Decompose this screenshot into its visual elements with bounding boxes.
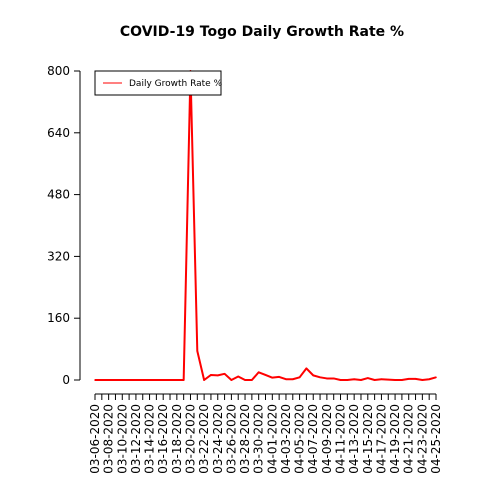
data-point xyxy=(257,371,260,374)
x-tick-label: 03-30-2020 xyxy=(252,404,266,474)
data-point xyxy=(305,367,308,370)
data-point xyxy=(182,379,185,381)
data-point xyxy=(162,379,164,381)
data-point xyxy=(360,379,362,381)
x-tick-label: 03-12-2020 xyxy=(129,404,143,474)
data-point xyxy=(148,379,151,381)
data-point xyxy=(414,378,417,380)
data-point xyxy=(237,375,240,378)
data-point xyxy=(312,374,315,377)
x-tick-label: 03-26-2020 xyxy=(224,404,238,474)
x-tick-label: 04-03-2020 xyxy=(279,404,293,474)
x-tick-label: 04-01-2020 xyxy=(265,404,279,474)
data-point xyxy=(114,379,117,381)
x-tick-label: 04-13-2020 xyxy=(347,404,361,474)
data-point xyxy=(428,378,430,381)
x-tick-label: 03-10-2020 xyxy=(115,404,129,474)
data-point xyxy=(401,379,403,381)
x-tick-label: 04-17-2020 xyxy=(374,404,388,474)
x-tick-label: 03-22-2020 xyxy=(197,404,211,474)
chart-title: COVID-19 Togo Daily Growth Rate % xyxy=(120,24,404,40)
data-point xyxy=(319,376,321,379)
data-point xyxy=(298,376,301,379)
data-point xyxy=(135,379,137,381)
data-point xyxy=(326,377,328,380)
x-tick-label: 04-25-2020 xyxy=(429,404,443,474)
data-point xyxy=(367,377,369,379)
data-point xyxy=(141,379,144,381)
y-tick-label: 800 xyxy=(47,64,70,78)
data-point xyxy=(216,374,219,377)
data-point xyxy=(278,376,280,378)
x-tick-label: 04-21-2020 xyxy=(402,404,416,474)
x-tick-label: 04-07-2020 xyxy=(306,404,320,474)
x-tick-label: 03-20-2020 xyxy=(183,404,197,474)
legend: Daily Growth Rate % xyxy=(94,70,223,96)
data-point xyxy=(407,378,410,380)
y-tick-label: 0 xyxy=(62,373,70,387)
data-point xyxy=(94,379,96,381)
data-point xyxy=(223,373,226,375)
x-tick-label: 03-08-2020 xyxy=(102,404,116,474)
data-point xyxy=(394,379,396,381)
x-tick-label: 04-19-2020 xyxy=(388,404,402,474)
legend-label: Daily Growth Rate % xyxy=(129,79,223,89)
data-point xyxy=(121,379,124,381)
x-tick-label: 04-23-2020 xyxy=(415,404,429,474)
data-point xyxy=(435,376,437,379)
data-point xyxy=(251,379,253,381)
data-point xyxy=(346,379,349,381)
x-tick-label: 04-15-2020 xyxy=(361,404,375,474)
x-tick-label: 03-28-2020 xyxy=(238,404,252,474)
data-point xyxy=(244,379,246,381)
data-point xyxy=(380,378,383,381)
series-layer xyxy=(94,70,437,381)
data-point xyxy=(128,379,130,381)
x-tick-label: 03-06-2020 xyxy=(88,404,102,474)
data-point xyxy=(339,379,342,381)
data-point xyxy=(210,374,212,376)
data-point xyxy=(101,379,103,381)
x-tick-label: 03-18-2020 xyxy=(170,404,184,474)
data-point xyxy=(264,374,267,376)
y-axis: 0 160 320 480 640 800 xyxy=(47,64,81,387)
data-point xyxy=(176,379,178,381)
y-tick-label: 640 xyxy=(47,126,70,140)
x-tick-label: 03-24-2020 xyxy=(211,404,225,474)
data-point xyxy=(230,379,233,381)
x-tick-label: 04-11-2020 xyxy=(334,404,348,474)
data-point xyxy=(169,379,171,381)
y-tick-label: 320 xyxy=(47,249,70,263)
data-point xyxy=(155,379,158,381)
data-point xyxy=(332,377,335,380)
data-point xyxy=(387,378,390,381)
y-tick-label: 160 xyxy=(47,311,70,325)
data-point xyxy=(271,376,274,379)
x-tick-label: 04-09-2020 xyxy=(320,404,334,474)
data-point xyxy=(353,378,355,381)
data-point xyxy=(285,378,287,381)
data-point xyxy=(107,379,110,381)
legend-box xyxy=(94,70,222,96)
y-tick-label: 480 xyxy=(47,188,70,202)
data-point xyxy=(291,378,294,381)
x-axis: 03-06-2020 03-08-2020 03-10-2020 03-12-2020… xyxy=(88,393,443,474)
data-point xyxy=(421,379,424,381)
x-tick-label: 04-05-2020 xyxy=(293,404,307,474)
x-tick-label: 03-16-2020 xyxy=(156,404,170,474)
data-point xyxy=(196,350,199,352)
x-tick-label: 03-14-2020 xyxy=(143,404,157,474)
data-point xyxy=(203,379,205,381)
data-point xyxy=(373,379,376,381)
